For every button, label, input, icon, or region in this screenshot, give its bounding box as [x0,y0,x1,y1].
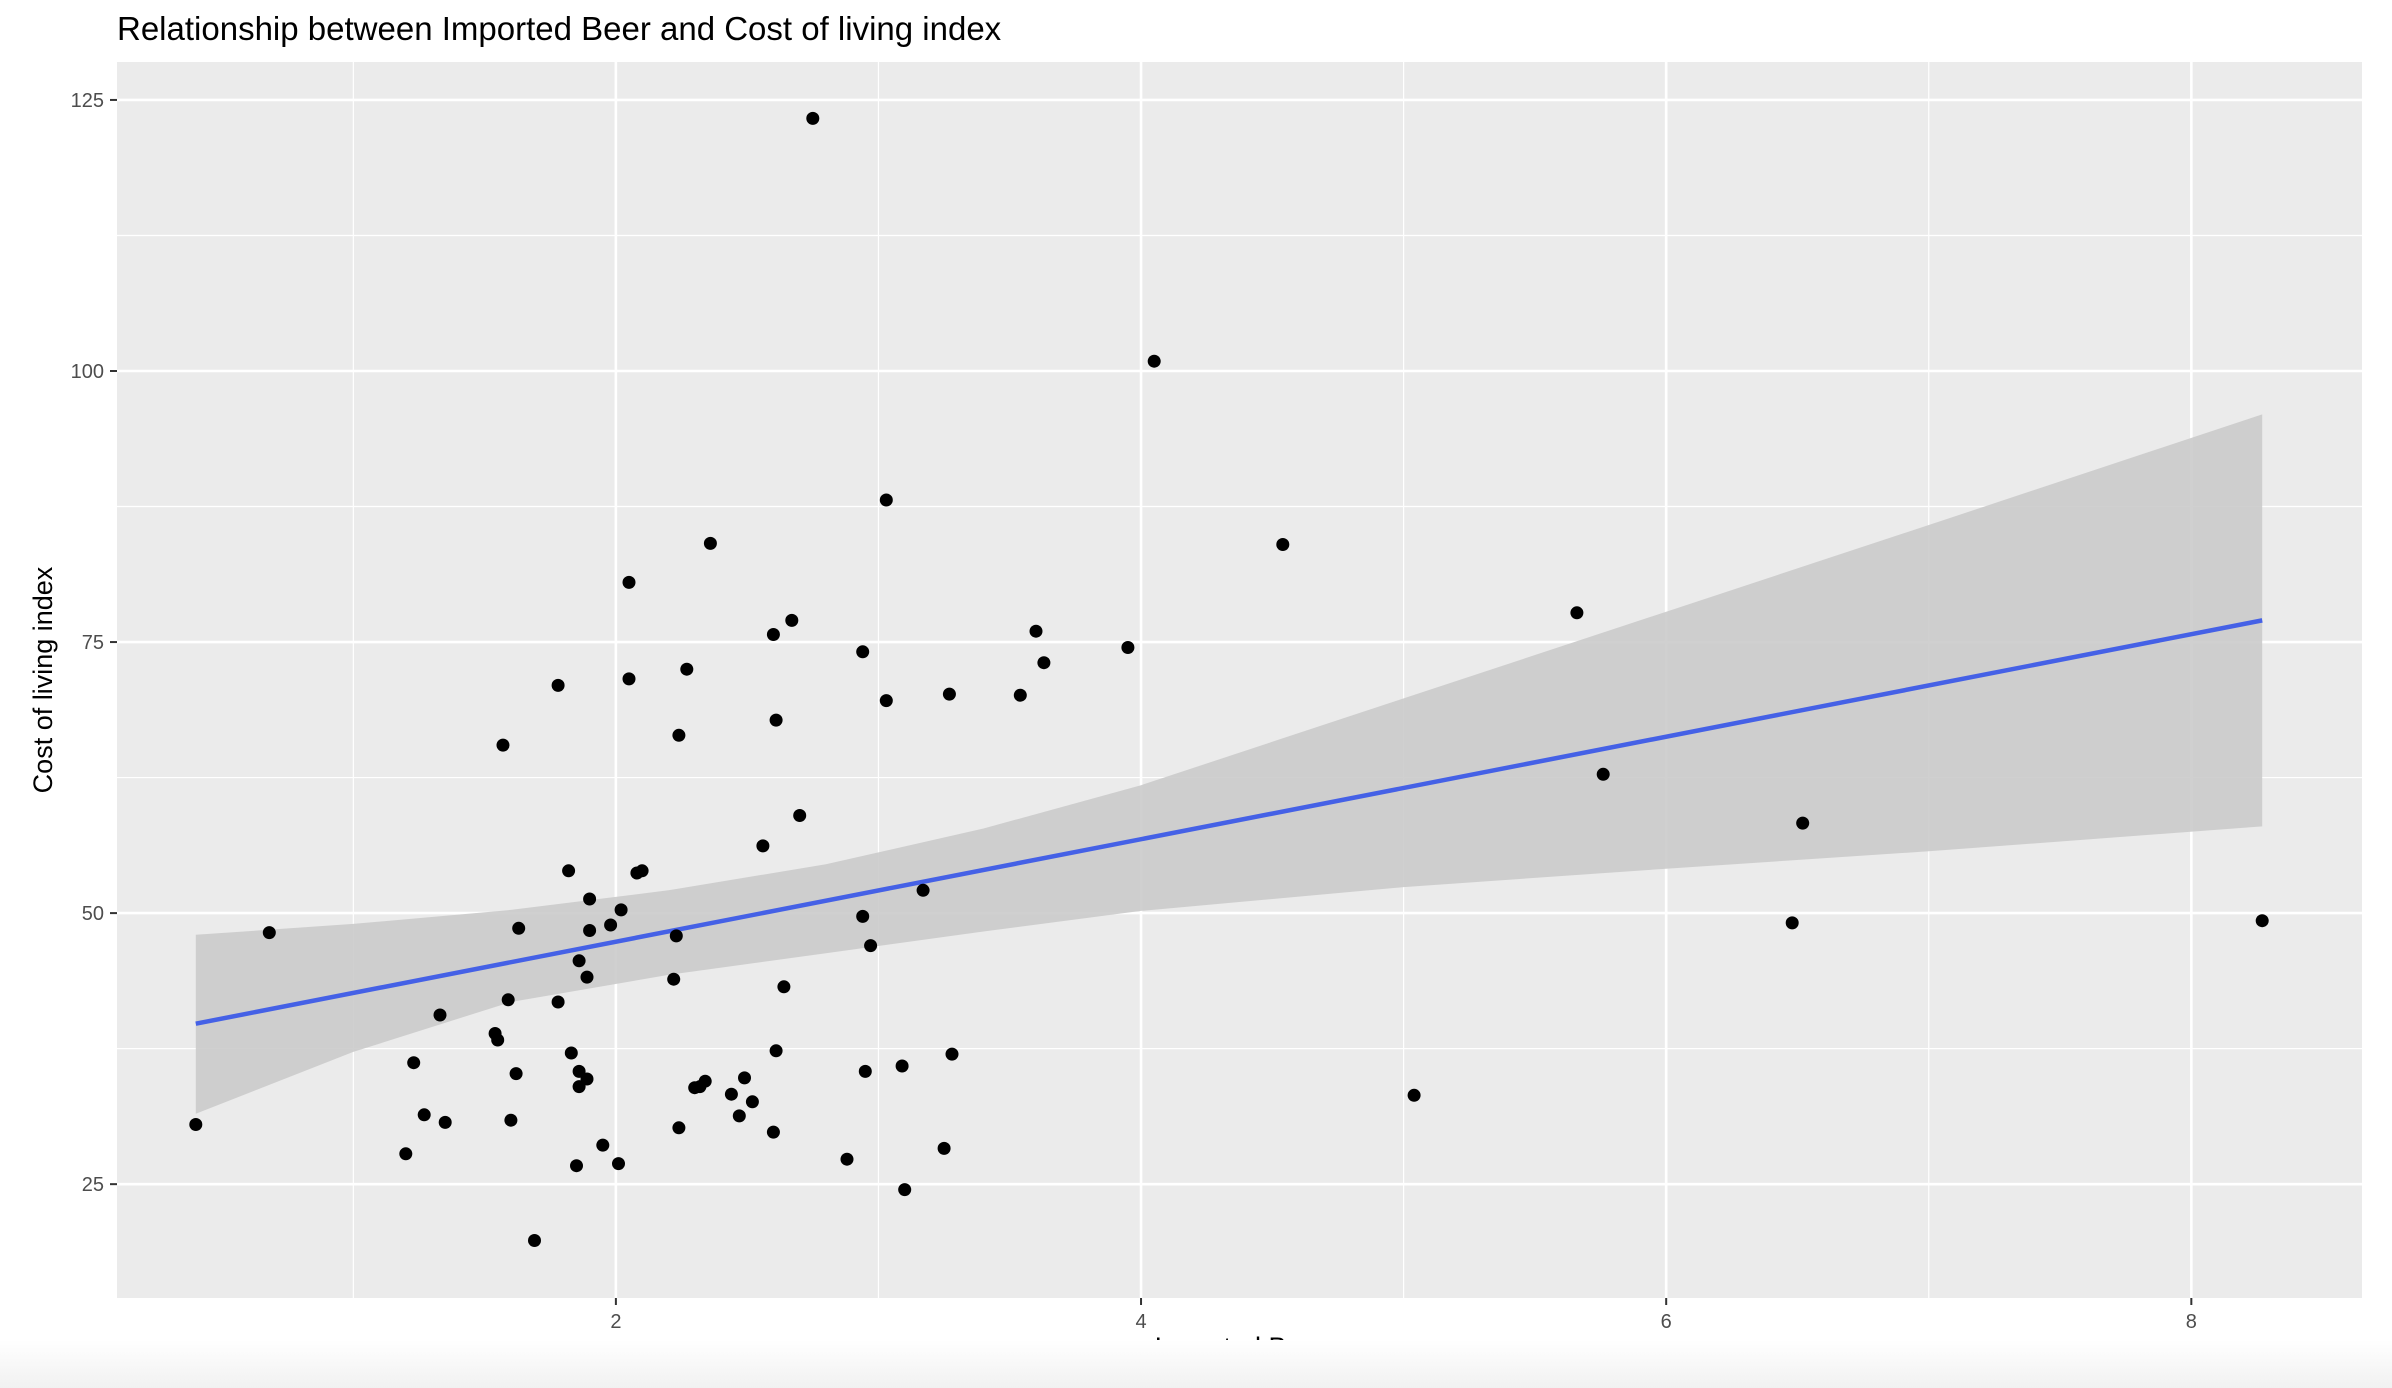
data-point [596,1138,610,1152]
data-point [1121,641,1135,654]
data-point [580,1072,594,1086]
data-point [551,995,565,1009]
y-tick-label: 75 [82,632,104,654]
data-point [724,1087,738,1101]
x-tick-label: 2 [610,1311,621,1333]
y-tick-label: 125 [71,90,104,112]
data-point [262,926,276,940]
data-point [895,1059,909,1073]
data-point [1147,354,1161,368]
fit-line [195,618,2263,1026]
data-point [438,1115,452,1129]
data-point [785,613,799,627]
data-point [698,1074,712,1088]
data-point [669,929,683,943]
data-point [635,864,649,878]
data-point [840,1152,854,1166]
data-point [501,993,515,1007]
data-point [528,1234,541,1247]
data-point [945,1047,959,1061]
y-tick-label: 100 [71,361,104,383]
data-point [937,1141,951,1155]
data-point [583,892,597,906]
data-point [769,1044,783,1058]
data-point [769,713,783,727]
data-point [1037,656,1051,670]
data-point [570,1159,583,1173]
fit-line-group [195,618,2263,1026]
data-point [745,1095,759,1109]
data-point [777,980,791,994]
data-point [614,903,628,917]
data-point [583,924,597,937]
data-point [407,1056,421,1070]
axes: 25 50 75 100 125 2 4 6 8 [71,90,2197,1333]
data-point [622,575,636,589]
data-point [496,738,510,752]
y-tick-label: 50 [82,903,104,925]
data-point [491,1033,505,1047]
data-point [879,493,893,507]
data-point [672,728,686,742]
data-point [512,921,526,935]
bottom-strip [0,1340,2392,1388]
data-point [2255,914,2269,928]
x-tick-label: 8 [2186,1311,2197,1333]
data-point [1596,767,1610,781]
data-point [564,1046,578,1060]
data-point [667,972,681,986]
data-point [898,1183,912,1197]
data-point [703,536,717,550]
y-axis-title: Cost of living index [28,566,58,793]
data-point [1276,538,1290,551]
data-point [916,883,930,897]
data-point [1570,606,1584,620]
data-point [572,954,586,968]
data-point [766,628,780,641]
data-point [580,970,594,984]
data-point [766,1125,780,1139]
data-point [680,662,694,676]
chart-title: Relationship between Imported Beer and C… [117,10,1002,47]
data-point [504,1113,518,1127]
data-point [864,939,878,953]
data-point [856,909,870,923]
x-tick-label: 4 [1135,1311,1146,1333]
data-point [551,678,565,692]
data-point [189,1118,203,1131]
data-point [1013,688,1027,702]
data-point [806,111,820,125]
data-point [793,809,807,822]
data-point [417,1108,431,1122]
data-point [879,694,893,708]
data-point [604,918,618,932]
data-point [942,687,956,701]
data-point [856,645,870,659]
data-points [189,111,2269,1247]
data-point [1796,816,1810,830]
data-point [858,1064,872,1078]
data-point [399,1147,413,1161]
data-point [738,1071,751,1085]
x-tick-label: 6 [1661,1311,1672,1333]
confidence-band [195,414,2263,1114]
data-point [1407,1088,1421,1102]
data-point [433,1008,447,1022]
data-point [562,864,576,878]
data-point [672,1121,686,1135]
data-point [1785,916,1799,930]
data-point [509,1067,523,1081]
data-point [1029,624,1043,638]
data-point [612,1157,625,1171]
data-point [622,672,636,686]
data-point [732,1109,746,1123]
data-point [756,839,770,853]
confidence-band-group [195,414,2263,1114]
y-tick-label: 25 [82,1174,104,1196]
